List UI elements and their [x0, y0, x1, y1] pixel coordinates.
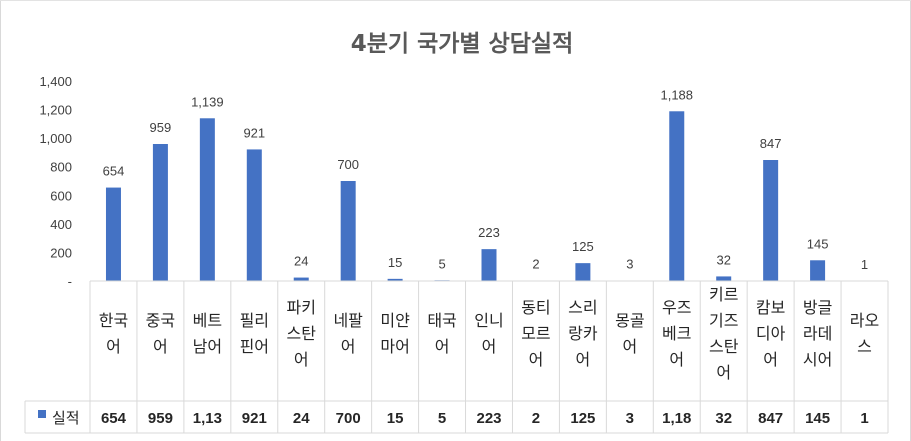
data-label: 2	[532, 257, 539, 272]
category-label: 몽골 어	[615, 311, 644, 356]
category-label: 동티 모르 어	[521, 298, 550, 369]
bar	[716, 276, 732, 281]
y-tick-label: 800	[50, 160, 72, 175]
y-tick-label: 200	[50, 245, 72, 260]
table-value: 223	[476, 410, 501, 427]
table-value: 847	[758, 410, 783, 427]
category-label: 필리 핀어	[240, 311, 269, 356]
data-label: 223	[478, 225, 500, 240]
table-value: 24	[293, 410, 310, 427]
data-label: 3	[626, 257, 633, 272]
data-label: 959	[150, 120, 172, 135]
table-value: 145	[805, 410, 830, 427]
bar	[340, 181, 356, 281]
data-label: 145	[807, 236, 829, 251]
category-label: 태국 어	[427, 311, 456, 356]
data-label: 1,139	[191, 94, 224, 109]
category-label: 중국 어	[146, 311, 175, 356]
category-label: 스리 랑카 어	[568, 298, 598, 369]
category-label: 인니 어	[474, 311, 503, 356]
data-label: 847	[760, 136, 782, 151]
bar	[763, 160, 779, 281]
category-label: 캄보 디아 어	[756, 298, 786, 369]
bar	[575, 263, 591, 281]
category-label: 라오 스	[850, 311, 879, 356]
bar	[293, 277, 309, 281]
table-value: 125	[570, 410, 595, 427]
data-label: 921	[243, 125, 265, 140]
data-label: 700	[337, 157, 359, 172]
y-tick-label: -	[68, 274, 72, 289]
y-axis: - 200 400 600 800 1,000 1,200 1,400	[39, 74, 72, 289]
category-label: 미얀 마어	[380, 311, 410, 356]
table-value: 921	[242, 410, 267, 427]
category-label: 파키 스탄 어	[287, 298, 317, 369]
chart-title: 4분기 국가별 상담실적	[351, 31, 573, 57]
data-label: 5	[438, 256, 445, 271]
bar-series: 654 959 1,139 921 24 700 15 5 223 2 125 3 1,188 32 847…	[103, 87, 873, 282]
data-label: 125	[572, 239, 594, 254]
table-value: 1,13	[193, 410, 222, 427]
bar	[481, 249, 497, 281]
data-label: 654	[103, 164, 125, 179]
category-label: 네팔 어	[333, 311, 363, 356]
legend-label: 실적	[52, 409, 80, 427]
table-value: 959	[148, 410, 173, 427]
bar	[152, 144, 168, 281]
y-tick-label: 1,200	[39, 103, 72, 118]
table-value: 3	[626, 410, 634, 427]
data-label: 32	[716, 252, 730, 267]
data-label: 1,188	[660, 87, 693, 102]
y-tick-label: 1,400	[39, 74, 72, 89]
y-tick-label: 600	[50, 188, 72, 203]
data-table: 한국 어 중국 어 베트 남어 필리 핀어 파키 스탄 어 네팔 어 미얀 마어 태국 어 인니 어 동티 모르 어 스리 랑…	[24, 280, 889, 434]
bar	[246, 149, 262, 281]
category-label: 키르 기즈 스탄 어	[709, 285, 739, 382]
category-label: 우즈 베크 어	[662, 298, 691, 369]
table-value: 2	[532, 410, 540, 427]
bar	[810, 260, 826, 281]
table-value: 15	[387, 410, 404, 427]
table-value: 1,18	[662, 410, 691, 427]
category-label: 방글 라데 시어	[803, 298, 832, 369]
category-label: 한국 어	[99, 311, 128, 356]
data-label: 24	[294, 254, 308, 269]
table-value: 32	[715, 410, 732, 427]
bar	[199, 118, 215, 282]
bar	[669, 111, 685, 282]
table-value: 1	[860, 410, 868, 427]
table-value: 700	[336, 410, 361, 427]
bar	[387, 278, 403, 281]
table-value: 654	[101, 410, 127, 427]
category-label: 베트 남어	[193, 311, 222, 356]
bar	[105, 187, 121, 281]
legend-key	[38, 410, 46, 418]
data-label: 1	[861, 257, 868, 272]
data-label: 15	[388, 255, 402, 270]
y-tick-label: 1,000	[39, 131, 72, 146]
table-value: 5	[438, 410, 446, 427]
y-tick-label: 400	[50, 217, 72, 232]
